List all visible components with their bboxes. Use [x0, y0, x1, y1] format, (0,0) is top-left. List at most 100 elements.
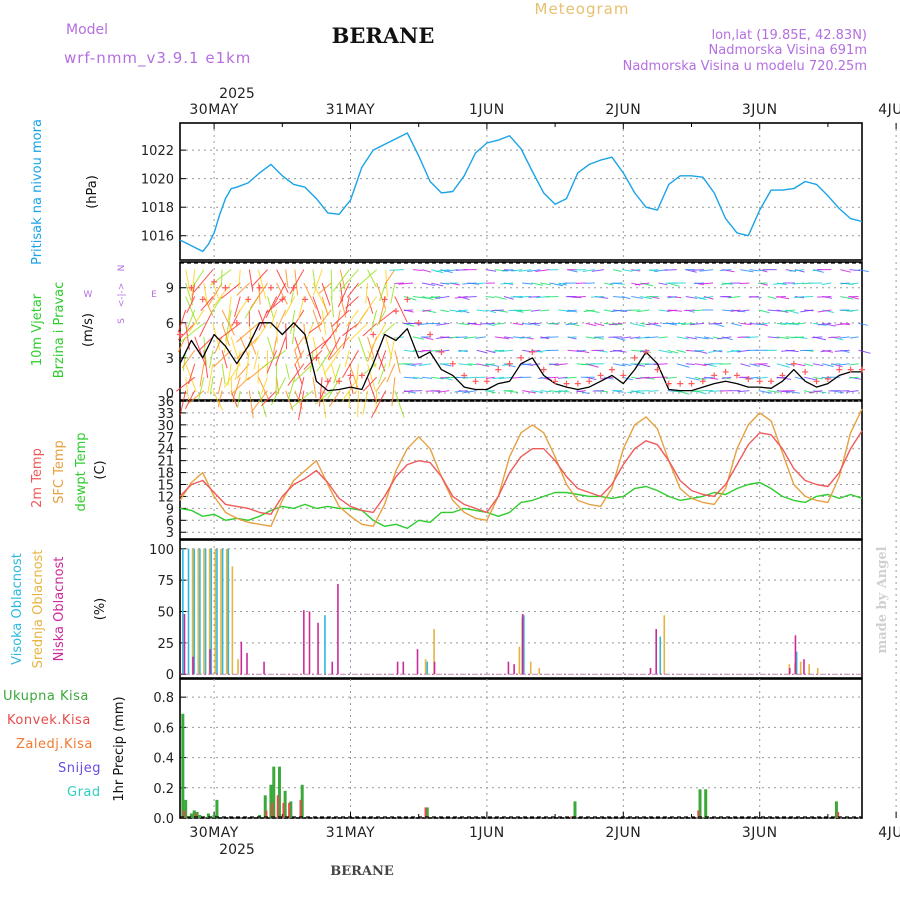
wind-gust-marker: [529, 349, 536, 356]
wind-vector-mark: [636, 336, 650, 340]
bottom-day-labels: 30MAY 31MAY 1JUN 2JUN 3JUN 4JUN: [189, 825, 900, 841]
wind-vector-mark: [609, 322, 623, 326]
temp-ytick-label: 3: [166, 526, 174, 541]
wind-vector-mark: [644, 363, 659, 365]
temp-side-labels: 2m Temp SFC Temp dewpt Temp (C): [30, 432, 108, 511]
wind-vector-mark: [636, 309, 650, 313]
wind-vector-mark: [390, 282, 396, 304]
wind-vector-mark: [314, 390, 332, 405]
wind-gust-marker: [267, 284, 274, 291]
wind-vector-mark: [822, 309, 835, 313]
wind-vector-mark: [203, 336, 207, 366]
temp-ytick-label: 24: [157, 443, 174, 458]
wind-vector-mark: [284, 296, 296, 317]
wind-side-labels: 10m Vjetar Brzina i Pravac (m/s) N <-|->…: [30, 265, 157, 379]
wind-gust-marker: [586, 378, 593, 385]
wind-vector-mark: [185, 363, 197, 393]
temp-ytick-label: 6: [166, 514, 174, 529]
wind-gust-marker: [631, 354, 638, 361]
wind-label-line1: 10m Vjetar: [30, 293, 45, 366]
wind-vector-mark: [276, 309, 287, 331]
wind-vector-mark: [485, 349, 496, 354]
wind-vector-mark: [321, 296, 329, 316]
wind-vector-mark: [840, 296, 854, 300]
wind-vector-mark: [275, 363, 278, 396]
precip-total-bar: [198, 814, 202, 818]
precip-total-bar: [704, 789, 708, 818]
temp-ytick-label: 27: [157, 431, 174, 446]
wind-vector-mark: [342, 323, 350, 349]
wind-vector-mark: [492, 376, 505, 380]
wind-vector-mark: [554, 390, 568, 393]
wind-vector-mark: [689, 322, 705, 326]
wind-vector-mark: [721, 376, 732, 380]
wind-vector-mark: [384, 269, 396, 285]
cloud-side-labels: Visoka Oblacnost Srednja Oblacnost Niska…: [10, 550, 108, 669]
panel-frame-precip: [179, 678, 863, 819]
bottom-day-label: 1JUN: [469, 825, 505, 841]
wind-vector-mark: [463, 336, 477, 340]
wind-vector-mark: [188, 309, 205, 333]
wind-vector-mark: [757, 322, 768, 326]
wind-vector-mark: [267, 296, 274, 318]
wind-vector-mark: [176, 376, 196, 392]
wind-vector-mark: [849, 363, 859, 366]
wind-vector-mark: [691, 390, 705, 393]
wind-vector-mark: [331, 309, 350, 328]
wind-vector-mark: [640, 296, 653, 300]
wind-vector-mark: [816, 296, 832, 298]
precip-total-bar: [269, 784, 273, 818]
bottom-day-label: 2JUN: [605, 825, 641, 841]
wind-gust-marker: [620, 372, 627, 379]
wind-gust-marker: [779, 372, 786, 379]
wind-vector-mark: [440, 309, 450, 313]
wind-gust-marker: [597, 372, 604, 379]
wind-vector-mark: [276, 282, 288, 305]
wind-vector-mark: [722, 336, 733, 341]
wind-gust-marker: [233, 319, 240, 326]
wind-vector-mark: [530, 309, 541, 312]
wind-vector-mark: [429, 349, 441, 352]
top-day-label: 31MAY: [326, 102, 375, 118]
wind-vector-mark: [530, 363, 541, 366]
temp-unit: (C): [93, 460, 108, 479]
compass-n: N: [117, 265, 127, 272]
compass-s: S: [117, 318, 127, 324]
wind-vector-mark: [251, 269, 268, 287]
wind-vector-mark: [303, 323, 306, 340]
wind-vector-mark: [494, 336, 510, 340]
wind-vector-mark: [745, 336, 759, 338]
wind-vector-mark: [412, 336, 425, 340]
wind-vector-mark: [512, 322, 524, 326]
wind-vector-mark: [321, 336, 331, 355]
wind-vector-mark: [287, 363, 305, 386]
wind-vector-mark: [257, 269, 267, 300]
wind-vector-mark: [830, 363, 841, 366]
precip-total-bar: [189, 813, 193, 818]
wind-vector-mark: [464, 296, 477, 298]
wind-vector-mark: [834, 322, 850, 326]
pressure-unit: (hPa): [85, 175, 100, 209]
wind-vector-mark: [667, 282, 680, 287]
wind-gust-marker: [358, 372, 365, 379]
wind-vector-mark: [785, 363, 795, 366]
wind-vector-mark: [382, 323, 396, 335]
wind-vector-mark: [403, 349, 415, 353]
wind-vector-mark: [749, 269, 759, 272]
wind-vector-mark: [611, 309, 623, 313]
wind-gust-marker: [290, 284, 297, 291]
wind-vector-mark: [848, 282, 859, 285]
wind-vector-mark: [198, 336, 214, 352]
wind-vector-mark: [720, 282, 732, 286]
wind-gust-marker: [472, 378, 479, 385]
wind-vector-mark: [227, 296, 232, 321]
wind-vector-mark: [728, 296, 741, 299]
wind-vector-mark: [528, 296, 541, 298]
wind-vector-mark: [285, 390, 294, 411]
wind-vector-mark: [287, 377, 296, 401]
wind-vector-mark: [665, 376, 677, 379]
wind-vector-mark: [290, 390, 314, 410]
wind-vector-mark: [646, 322, 659, 326]
wind-vector-mark: [270, 376, 287, 406]
wind-vector-mark: [385, 336, 392, 357]
